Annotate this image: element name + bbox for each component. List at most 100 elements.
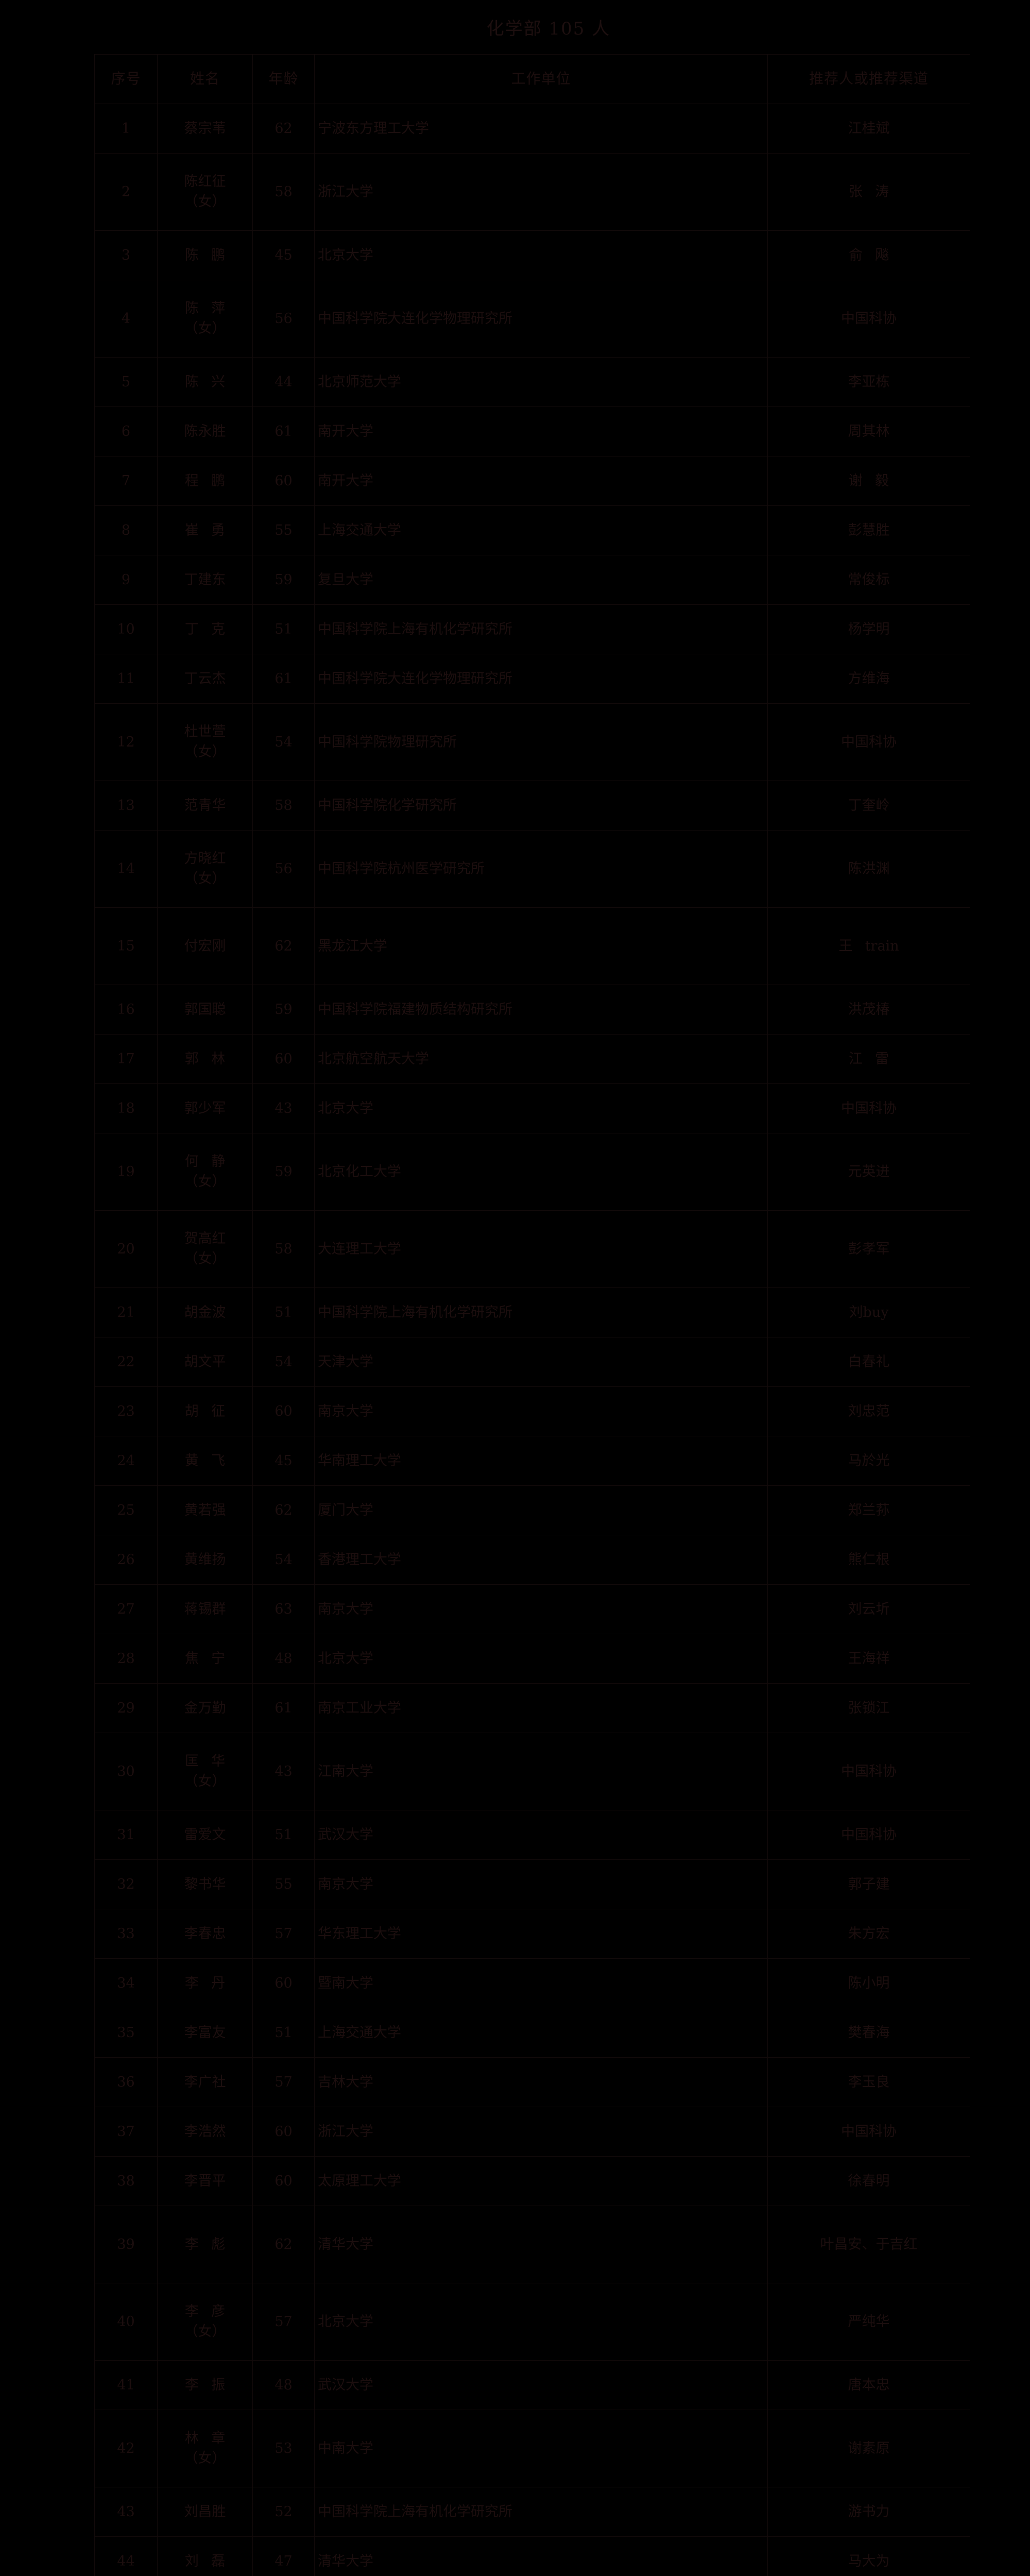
cell-person-name: 李广社 bbox=[157, 2057, 253, 2107]
cell-sequence-number: 44 bbox=[94, 2536, 158, 2576]
cell-recommender: 中国科协 bbox=[767, 703, 970, 781]
table-row: 40 李彦（女） 57 北京大学 严纯华 bbox=[94, 2282, 970, 2361]
cell-age: 45 bbox=[252, 1435, 315, 1486]
cell-sequence-number: 22 bbox=[94, 1336, 158, 1387]
cell-recommender: 江桂斌 bbox=[767, 103, 970, 154]
cell-work-unit: 中国科学院上海有机化学研究所 bbox=[314, 1287, 768, 1337]
cell-person-name: 匡华（女） bbox=[157, 1732, 253, 1810]
cell-work-unit: 中国科学院上海有机化学研究所 bbox=[314, 604, 768, 654]
cell-work-unit: 复旦大学 bbox=[314, 554, 768, 605]
cell-age: 44 bbox=[252, 357, 315, 407]
cell-person-name: 胡文平 bbox=[157, 1336, 253, 1387]
cell-sequence-number: 20 bbox=[94, 1210, 158, 1288]
cell-sequence-number: 14 bbox=[94, 829, 158, 908]
cell-person-name: 郭林 bbox=[157, 1033, 253, 1084]
cell-age: 43 bbox=[252, 1083, 315, 1133]
cell-sequence-number: 26 bbox=[94, 1534, 158, 1585]
cell-recommender: 张涛 bbox=[767, 152, 970, 231]
cell-sequence-number: 13 bbox=[94, 780, 158, 831]
table-row: 16 郭国聪 59 中国科学院福建物质结构研究所 洪茂椿 bbox=[94, 984, 970, 1035]
cell-person-name: 黄若强 bbox=[157, 1485, 253, 1535]
cell-work-unit: 中国科学院福建物质结构研究所 bbox=[314, 984, 768, 1035]
cell-age: 55 bbox=[252, 1859, 315, 1909]
cell-recommender: 谢素原 bbox=[767, 2409, 970, 2487]
cell-sequence-number: 40 bbox=[94, 2282, 158, 2361]
cell-person-name: 郭国聪 bbox=[157, 984, 253, 1035]
cell-sequence-number: 33 bbox=[94, 1908, 158, 1959]
cell-work-unit: 中国科学院上海有机化学研究所 bbox=[314, 2486, 768, 2537]
cell-work-unit: 南京工业大学 bbox=[314, 1683, 768, 1733]
column-header-name: 姓名 bbox=[157, 54, 253, 104]
cell-recommender: 张锁江 bbox=[767, 1683, 970, 1733]
cell-work-unit: 天津大学 bbox=[314, 1336, 768, 1387]
cell-person-name: 程鹏 bbox=[157, 455, 253, 506]
cell-work-unit: 南京大学 bbox=[314, 1584, 768, 1634]
cell-recommender: 俞飚 bbox=[767, 230, 970, 280]
cell-work-unit: 江南大学 bbox=[314, 1732, 768, 1810]
cell-person-name: 陈鹏 bbox=[157, 230, 253, 280]
table-row: 38 李晋平 60 太原理工大学 徐春明 bbox=[94, 2156, 970, 2206]
cell-recommender: 彭孝军 bbox=[767, 1210, 970, 1288]
cell-work-unit: 中国科学院杭州医学研究所 bbox=[314, 829, 768, 908]
cell-age: 58 bbox=[252, 152, 315, 231]
table-row: 11 丁云杰 61 中国科学院大连化学物理研究所 方维海 bbox=[94, 653, 970, 704]
cell-work-unit: 北京大学 bbox=[314, 2282, 768, 2361]
cell-age: 57 bbox=[252, 1908, 315, 1959]
cell-person-name: 黄飞 bbox=[157, 1435, 253, 1486]
table-row: 32 黎书华 55 南京大学 郭子建 bbox=[94, 1859, 970, 1909]
cell-person-name: 蒋锡群 bbox=[157, 1584, 253, 1634]
table-row: 41 李振 48 武汉大学 唐本忠 bbox=[94, 2360, 970, 2410]
cell-work-unit: 上海交通大学 bbox=[314, 2007, 768, 2058]
cell-age: 60 bbox=[252, 1958, 315, 2008]
cell-work-unit: 上海交通大学 bbox=[314, 505, 768, 555]
cell-recommender: 方维海 bbox=[767, 653, 970, 704]
cell-person-name: 刘磊 bbox=[157, 2536, 253, 2576]
cell-person-name: 范青华 bbox=[157, 780, 253, 831]
cell-sequence-number: 15 bbox=[94, 907, 158, 985]
table-row: 1 蔡宗苇 62 宁波东方理工大学 江桂斌 bbox=[94, 103, 970, 154]
column-header-unit: 工作单位 bbox=[314, 54, 768, 104]
table-row: 37 李浩然 60 浙江大学 中国科协 bbox=[94, 2106, 970, 2157]
cell-age: 45 bbox=[252, 230, 315, 280]
cell-person-name: 蔡宗苇 bbox=[157, 103, 253, 154]
cell-age: 59 bbox=[252, 554, 315, 605]
cell-sequence-number: 29 bbox=[94, 1683, 158, 1733]
table-row: 34 李丹 60 暨南大学 陈小明 bbox=[94, 1958, 970, 2008]
cell-recommender: 王 train bbox=[767, 907, 970, 985]
cell-age: 59 bbox=[252, 984, 315, 1035]
candidate-roster-table: 序号 姓名 年龄 工作单位 推荐人或推荐渠道 1 蔡宗苇 62 宁波东方理工大学 江桂斌… bbox=[94, 54, 970, 2576]
cell-person-name: 丁克 bbox=[157, 604, 253, 654]
cell-person-name: 陈萍（女） bbox=[157, 279, 253, 358]
page-title: 化学部 105 人 bbox=[486, 19, 611, 39]
cell-person-name: 黄维扬 bbox=[157, 1534, 253, 1585]
cell-age: 60 bbox=[252, 1033, 315, 1084]
cell-recommender: 叶昌安、于吉红 bbox=[767, 2205, 970, 2283]
table-header-row: 序号 姓名 年龄 工作单位 推荐人或推荐渠道 bbox=[94, 54, 970, 104]
table-row: 3 陈鹏 45 北京大学俞飚 bbox=[94, 230, 970, 280]
cell-person-name: 李富友 bbox=[157, 2007, 253, 2058]
cell-sequence-number: 28 bbox=[94, 1633, 158, 1684]
cell-work-unit: 大连理工大学 bbox=[314, 1210, 768, 1288]
cell-age: 51 bbox=[252, 2007, 315, 2058]
column-header-rec: 推荐人或推荐渠道 bbox=[767, 54, 970, 104]
cell-recommender: 江雷 bbox=[767, 1033, 970, 1084]
cell-work-unit: 浙江大学 bbox=[314, 152, 768, 231]
cell-recommender: 中国科协 bbox=[767, 2106, 970, 2157]
cell-recommender: 马於光 bbox=[767, 1435, 970, 1486]
cell-work-unit: 北京大学 bbox=[314, 1633, 768, 1684]
cell-age: 54 bbox=[252, 1336, 315, 1387]
cell-age: 60 bbox=[252, 1386, 315, 1436]
cell-age: 48 bbox=[252, 1633, 315, 1684]
cell-recommender: 朱方宏 bbox=[767, 1908, 970, 1959]
table-body: 1 蔡宗苇 62 宁波东方理工大学 江桂斌 2 陈红征 （女） 58 浙江大学张涛 3 陈鹏 45 北京大… bbox=[94, 103, 970, 2576]
cell-person-name: 陈红征 （女） bbox=[157, 152, 253, 231]
cell-recommender: 中国科协 bbox=[767, 1083, 970, 1133]
cell-sequence-number: 9 bbox=[94, 554, 158, 605]
cell-person-name: 杜世萱 （女） bbox=[157, 703, 253, 781]
cell-work-unit: 中国科学院化学研究所 bbox=[314, 780, 768, 831]
cell-age: 62 bbox=[252, 907, 315, 985]
cell-recommender: 徐春明 bbox=[767, 2156, 970, 2206]
cell-age: 54 bbox=[252, 1534, 315, 1585]
cell-age: 60 bbox=[252, 455, 315, 506]
cell-recommender: 中国科协 bbox=[767, 1809, 970, 1860]
